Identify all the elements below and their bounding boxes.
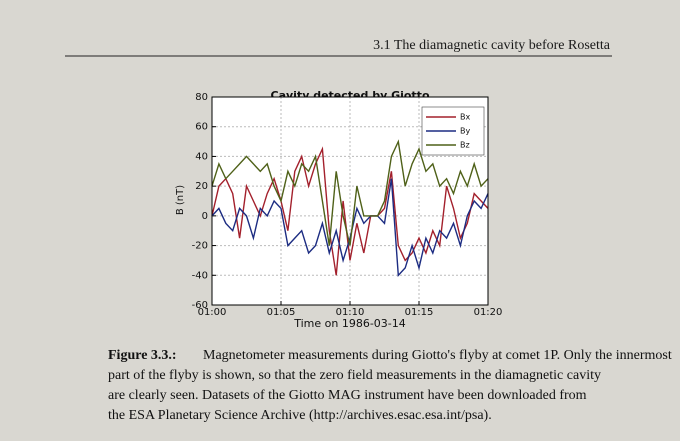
y-tick-label: -60 [192,300,208,311]
plot-frame [211,96,489,306]
y-tick-label: 20 [195,181,208,192]
y-tick-label: -20 [192,241,208,252]
y-tick-label: -40 [192,270,208,281]
caption-line: part of the flyby is shown, so that the … [108,368,601,383]
y-axis-label: B (nT) [175,185,186,215]
x-tick-label: 01:05 [267,307,296,318]
y-tick-label: 40 [195,151,208,162]
caption-line: are clearly seen. Datasets of the Giotto… [108,388,587,403]
data-line [211,139,489,246]
y-tick-label: 0 [202,211,208,222]
x-axis-label: Time on 1986-03-14 [293,317,406,330]
x-tick-label: 01:15 [405,307,434,318]
x-tick-label: 01:20 [474,307,503,318]
x-tick-label: 01:00 [198,307,227,318]
caption-line: Magnetometer measurements during Giotto'… [203,348,672,363]
header: 3.1 The diamagnetic cavity before Rosett… [373,38,611,53]
x-tick-label: 01:10 [336,307,365,318]
caption-label: Figure 3.3.: [108,348,177,363]
data-line [211,146,489,276]
legend-label: Bx [460,113,470,122]
data-line [211,178,489,277]
y-tick-label: 80 [195,92,208,103]
legend-label: By [460,127,470,136]
caption-line: the ESA Planetary Science Archive (http:… [108,408,492,423]
y-tick-label: 60 [195,122,208,133]
legend-label: Bz [460,141,470,150]
